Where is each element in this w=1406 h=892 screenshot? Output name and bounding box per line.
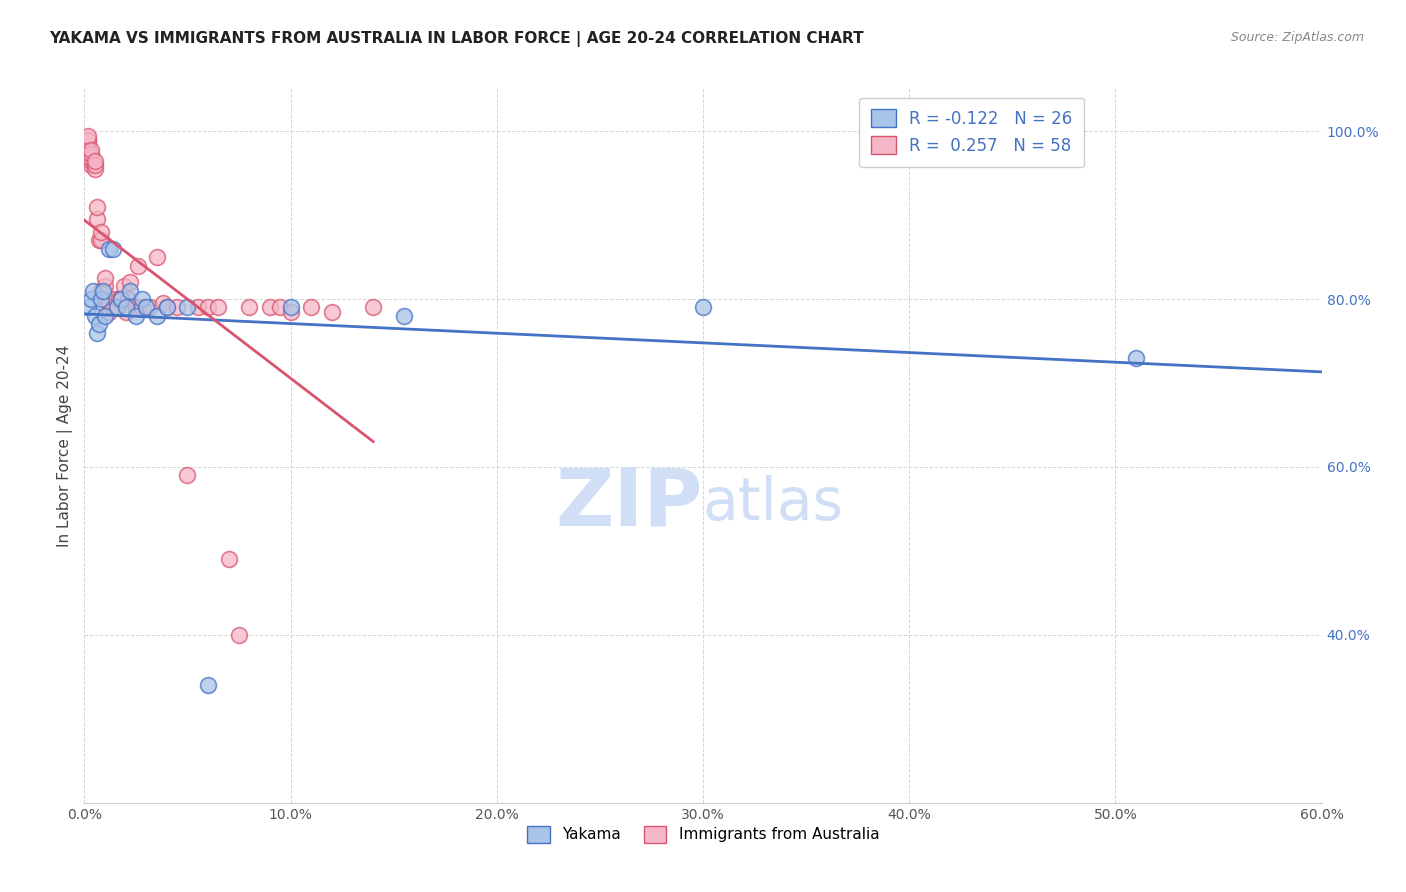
Point — [79, 158, 101, 172]
Point — [98, 242, 121, 256]
Point — [77, 301, 100, 315]
Point — [83, 309, 105, 323]
Point — [77, 143, 100, 157]
Point — [166, 301, 188, 315]
Point — [79, 153, 101, 168]
Point — [114, 304, 136, 318]
Point — [105, 301, 128, 315]
Point — [77, 132, 100, 146]
Point — [90, 225, 112, 239]
Point — [86, 326, 108, 340]
Text: Source: ZipAtlas.com: Source: ZipAtlas.com — [1230, 31, 1364, 45]
Point — [299, 301, 322, 315]
Y-axis label: In Labor Force | Age 20-24: In Labor Force | Age 20-24 — [58, 345, 73, 547]
Point — [79, 292, 101, 306]
Point — [127, 259, 149, 273]
Point — [176, 301, 198, 315]
Point — [94, 271, 117, 285]
Point — [86, 200, 108, 214]
Point — [131, 292, 153, 306]
Point — [79, 143, 101, 157]
Point — [90, 233, 112, 247]
Point — [117, 292, 139, 306]
Text: atlas: atlas — [703, 475, 844, 532]
Point — [82, 284, 104, 298]
Point — [77, 139, 100, 153]
Point — [105, 301, 128, 315]
Point — [77, 129, 100, 144]
Point — [79, 146, 101, 161]
Point — [187, 301, 209, 315]
Point — [94, 309, 117, 323]
Point — [145, 250, 167, 264]
Point — [152, 296, 174, 310]
Point — [125, 301, 148, 315]
Point — [228, 628, 250, 642]
Point — [139, 301, 162, 315]
Point — [110, 292, 132, 306]
Point — [90, 292, 112, 306]
Point — [131, 301, 153, 315]
Text: YAKAMA VS IMMIGRANTS FROM AUSTRALIA IN LABOR FORCE | AGE 20-24 CORRELATION CHART: YAKAMA VS IMMIGRANTS FROM AUSTRALIA IN L… — [49, 31, 863, 47]
Point — [86, 212, 108, 227]
Point — [1125, 351, 1147, 365]
Point — [83, 158, 105, 172]
Point — [90, 284, 112, 298]
Point — [197, 301, 219, 315]
Point — [114, 301, 136, 315]
Point — [77, 149, 100, 163]
Point — [108, 292, 131, 306]
Point — [98, 296, 121, 310]
Point — [94, 292, 117, 306]
Point — [103, 242, 125, 256]
Point — [98, 304, 121, 318]
Point — [91, 284, 114, 298]
Point — [361, 301, 384, 315]
Point — [103, 301, 125, 315]
Point — [79, 151, 101, 165]
Text: ZIP: ZIP — [555, 464, 703, 542]
Point — [77, 145, 100, 160]
Point — [94, 279, 117, 293]
Point — [392, 309, 415, 323]
Point — [145, 309, 167, 323]
Point — [135, 301, 157, 315]
Point — [77, 145, 100, 160]
Point — [77, 134, 100, 148]
Point — [104, 292, 127, 306]
Point — [83, 161, 105, 176]
Point — [87, 318, 110, 332]
Point — [135, 301, 157, 315]
Point — [156, 301, 179, 315]
Point — [83, 153, 105, 168]
Point — [176, 468, 198, 483]
Point — [321, 304, 343, 318]
Point — [156, 301, 179, 315]
Point — [692, 301, 714, 315]
Point — [207, 301, 229, 315]
Point — [269, 301, 291, 315]
Point — [112, 279, 135, 293]
Legend: Yakama, Immigrants from Australia: Yakama, Immigrants from Australia — [520, 820, 886, 848]
Point — [280, 301, 302, 315]
Point — [118, 275, 141, 289]
Point — [197, 678, 219, 692]
Point — [238, 301, 260, 315]
Point — [125, 309, 148, 323]
Point — [110, 292, 132, 306]
Point — [259, 301, 281, 315]
Point — [280, 304, 302, 318]
Point — [118, 284, 141, 298]
Point — [218, 552, 240, 566]
Point — [87, 233, 110, 247]
